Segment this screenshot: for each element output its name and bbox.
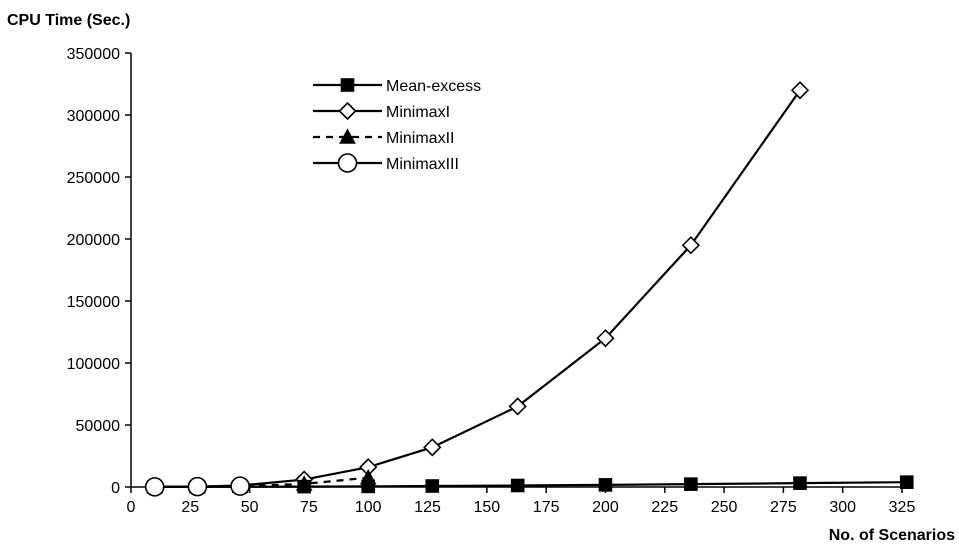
legend-marker	[338, 101, 357, 121]
legend-item-mean-excess: Mean-excess	[313, 78, 481, 95]
y-tick-label: 100000	[67, 356, 120, 373]
data-point-minimaxi	[790, 81, 810, 100]
data-point-mean-excess	[899, 475, 914, 489]
y-tick-label: 250000	[67, 170, 120, 187]
x-tick-label: 50	[241, 499, 259, 516]
legend-item-minimaxi: MinimaxI	[313, 101, 450, 121]
y-tick-label: 350000	[67, 46, 120, 63]
legend-marker	[339, 128, 356, 144]
series-layer	[144, 81, 914, 497]
x-tick-label: 325	[889, 499, 916, 516]
y-tick-label: 50000	[76, 418, 121, 435]
x-tick-label: 175	[533, 499, 560, 516]
x-tick-label: 25	[181, 499, 199, 516]
data-point-mean-excess	[361, 479, 376, 494]
data-point-mean-excess	[510, 478, 525, 493]
series-minimaxiii	[144, 476, 250, 497]
y-ticks: 0 50000 100000 150000 200000 250000 300000 3500…	[67, 46, 131, 497]
legend-item-minimaxiii: MinimaxIII	[313, 153, 459, 173]
legend: Mean-excess MinimaxI MinimaxII MinimaxIII	[313, 78, 481, 173]
series-minimaxi	[145, 81, 810, 497]
y-tick-label: 150000	[67, 294, 120, 311]
legend-item-minimaxii: MinimaxII	[313, 128, 454, 147]
legend-label: MinimaxII	[386, 130, 454, 147]
y-axis-title: CPU Time (Sec.)	[7, 12, 130, 29]
x-tick-label: 0	[127, 499, 136, 516]
data-point-minimaxiii	[230, 476, 250, 496]
data-point-minimaxi	[596, 329, 615, 348]
data-point-minimaxiii	[187, 476, 208, 497]
x-tick-label: 250	[711, 499, 738, 516]
y-tick-label: 300000	[67, 108, 120, 125]
legend-marker	[337, 153, 358, 173]
legend-marker	[340, 78, 355, 92]
x-tick-label: 125	[414, 499, 441, 516]
data-point-mean-excess	[684, 477, 698, 491]
x-tick-label: 275	[770, 499, 797, 516]
data-point-mean-excess	[793, 476, 807, 490]
x-tick-label: 200	[592, 499, 619, 516]
data-point-mean-excess	[297, 479, 311, 494]
x-tick-label: 150	[473, 499, 500, 516]
series-minimaxii	[146, 469, 377, 494]
data-point-mean-excess	[425, 479, 440, 493]
y-tick-label: 200000	[67, 232, 120, 249]
legend-label: MinimaxI	[386, 104, 450, 121]
data-point-minimaxi	[423, 438, 442, 457]
data-point-minimaxiii	[144, 477, 165, 497]
legend-label: Mean-excess	[386, 78, 481, 95]
y-tick-label: 0	[111, 480, 120, 497]
x-tick-label: 300	[829, 499, 856, 516]
data-point-mean-excess	[598, 478, 613, 492]
x-axis-title: No. of Scenarios	[829, 527, 955, 544]
legend-label: MinimaxIII	[386, 156, 459, 173]
data-point-minimaxi	[508, 397, 527, 416]
data-point-minimaxi	[681, 236, 700, 255]
x-tick-label: 225	[651, 499, 678, 516]
x-tick-label: 100	[355, 499, 382, 516]
x-tick-label: 75	[300, 499, 318, 516]
series-line-minimaxi	[154, 89, 801, 488]
